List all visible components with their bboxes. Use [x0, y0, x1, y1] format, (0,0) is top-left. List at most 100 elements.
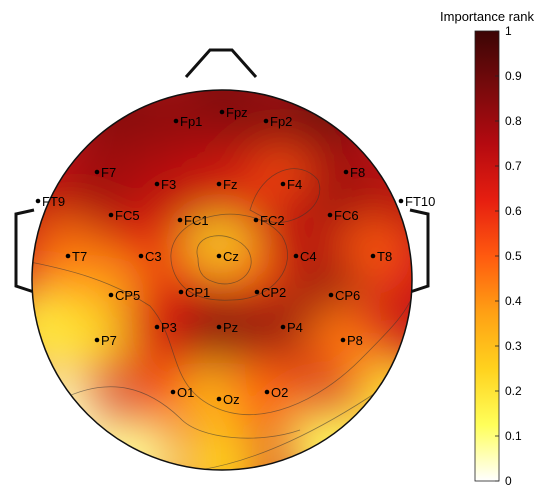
electrode-p4: P4 [280, 320, 303, 335]
electrode-dot [216, 396, 222, 402]
electrode-fp2: Fp2 [263, 114, 292, 129]
contour-line [170, 213, 288, 301]
electrode-t7: T7 [65, 249, 87, 264]
electrode-label: CP1 [185, 285, 210, 300]
electrode-fpz: Fpz [219, 105, 248, 120]
scalp-heatmap [32, 90, 412, 470]
electrode-dot [219, 109, 225, 115]
nose-outline [184, 48, 258, 78]
electrode-label: Oz [223, 392, 240, 407]
electrode-o2: O2 [264, 385, 288, 400]
electrode-dot [178, 289, 184, 295]
electrode-label: FT10 [405, 194, 435, 209]
colorbar-tick-label: 0.1 [505, 429, 522, 443]
electrode-t8: T8 [370, 249, 392, 264]
electrode-dot [177, 217, 183, 223]
electrode-label: Fp1 [180, 114, 202, 129]
electrode-dot [328, 292, 334, 298]
contour-line [59, 386, 301, 439]
electrode-dot [340, 337, 346, 343]
heat-region [176, 424, 268, 470]
electrode-f8: F8 [343, 165, 365, 180]
electrode-dot [65, 253, 71, 259]
electrode-dot [173, 118, 179, 124]
electrode-dot [154, 324, 160, 330]
electrode-dot [343, 169, 349, 175]
electrode-dot [254, 289, 260, 295]
electrode-dot [216, 324, 222, 330]
electrode-dot [327, 212, 333, 218]
electrode-dot [94, 337, 100, 343]
electrode-label: O1 [177, 385, 194, 400]
electrode-dot [216, 181, 222, 187]
electrode-cp6: CP6 [328, 288, 360, 303]
electrode-label: F4 [287, 177, 302, 192]
electrode-label: FT9 [42, 194, 65, 209]
electrode-p3: P3 [154, 320, 177, 335]
left-ear-outline [14, 208, 35, 294]
electrode-label: Fp2 [270, 114, 292, 129]
electrode-label: T8 [377, 249, 392, 264]
electrode-label: O2 [271, 385, 288, 400]
contour-line [196, 235, 252, 285]
electrode-f7: F7 [94, 165, 116, 180]
colorbar-tick-label: 0.6 [505, 204, 522, 218]
electrode-dot [108, 212, 114, 218]
electrode-dot [94, 169, 100, 175]
electrode-label: Pz [223, 320, 238, 335]
electrode-dot [264, 389, 270, 395]
heat-region [32, 374, 106, 466]
electrode-cp1: CP1 [178, 285, 210, 300]
electrode-label: FC5 [115, 208, 140, 223]
electrode-label: Fpz [226, 105, 248, 120]
electrode-dot [253, 217, 259, 223]
electrode-fc5: FC5 [108, 208, 140, 223]
electrode-f3: F3 [154, 177, 176, 192]
electrode-oz: Oz [216, 392, 240, 407]
contour-line [249, 168, 321, 223]
electrode-label: CP6 [335, 288, 360, 303]
electrode-pz: Pz [216, 320, 238, 335]
heat-region [284, 404, 376, 470]
electrode-dot [370, 253, 376, 259]
electrode-ft10: FT10 [398, 194, 435, 209]
electrode-label: FC2 [260, 213, 285, 228]
colorbar-ticks: 0 0.1 0.2 0.3 0.4 0.5 0.6 0.7 0.8 0.9 1 [495, 24, 522, 488]
electrode-dot [108, 292, 114, 298]
electrode-fc2: FC2 [253, 213, 285, 228]
electrode-cz: Cz [216, 249, 239, 264]
electrode-label: F8 [350, 165, 365, 180]
electrode-label: P3 [161, 320, 177, 335]
colorbar-tick-label: 0.2 [505, 384, 522, 398]
electrode-dot [280, 324, 286, 330]
colorbar-tick-label: 0.9 [505, 69, 522, 83]
electrode-fz: Fz [216, 177, 237, 192]
electrode-label: FC6 [334, 208, 359, 223]
electrode-fc1: FC1 [177, 213, 209, 228]
electrode-fp1: Fp1 [173, 114, 202, 129]
electrode-dot [35, 198, 41, 204]
contour-line [199, 389, 381, 470]
electrode-label: F3 [161, 177, 176, 192]
electrode-p7: P7 [94, 333, 117, 348]
head-outline [31, 89, 413, 471]
electrode-label: FC1 [184, 213, 209, 228]
electrode-label: P4 [287, 320, 303, 335]
electrode-cp5: CP5 [108, 288, 140, 303]
electrode-label: Cz [223, 249, 239, 264]
electrode-dot [280, 181, 286, 187]
electrode-dot [293, 253, 299, 259]
electrode-dot [216, 253, 222, 259]
colorbar: Importance rank 0 0.1 0.2 0.3 0.4 0.5 0.6 0.7 0.… [440, 9, 534, 488]
electrode-label: Fz [223, 177, 237, 192]
electrode-dot [138, 253, 144, 259]
electrode-cp2: CP2 [254, 285, 286, 300]
electrode-fc6: FC6 [327, 208, 359, 223]
electrode-label: C4 [300, 249, 317, 264]
contour-line [32, 261, 412, 415]
electrode-dot [398, 198, 404, 204]
colorbar-tick-label: 0.8 [505, 114, 522, 128]
electrode-dot [154, 181, 160, 187]
electrode-layer: Fpz Fp1 Fp2 F7 F3 Fz F4 F8 FT9 FT10 FC5 FC1 FC2 FC6 T7… [35, 105, 435, 407]
